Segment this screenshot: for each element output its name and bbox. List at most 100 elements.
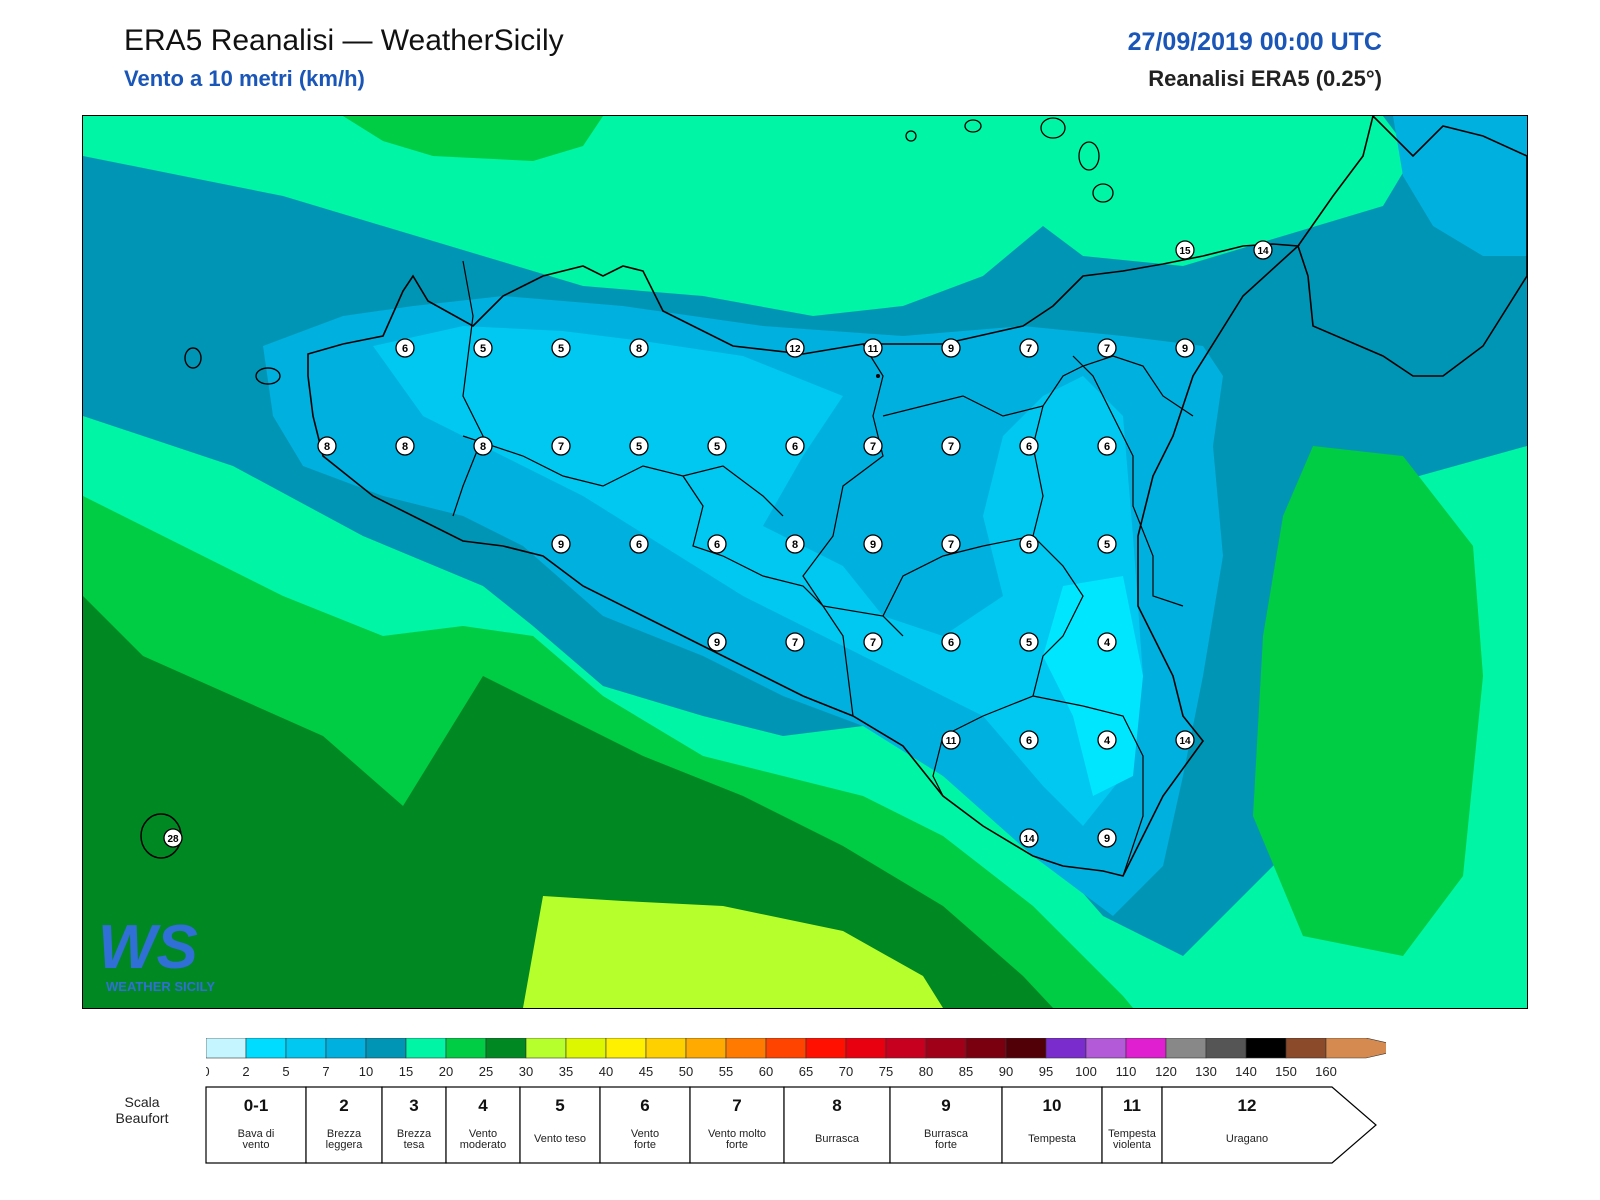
station-circle (1175, 240, 1195, 260)
station-marker: 7 (863, 436, 883, 456)
station-marker: 6 (629, 534, 649, 554)
station-circle (551, 534, 571, 554)
station-marker: 14 (1253, 240, 1273, 260)
station-marker: 5 (551, 338, 571, 358)
station-value: 8 (324, 441, 330, 453)
colorbar-cell (925, 1037, 967, 1059)
station-circle (941, 338, 961, 358)
station-value: 5 (480, 343, 486, 355)
station-marker: 7 (941, 534, 961, 554)
logo-name-text: WEATHER SICILY (106, 979, 215, 994)
province-boundary-2 (462, 435, 784, 517)
station-marker: 28 (163, 828, 183, 848)
colorbar-cell (405, 1037, 447, 1059)
station-circle (473, 436, 493, 456)
station-marker: 7 (1097, 338, 1117, 358)
station-circle (1019, 534, 1039, 554)
beaufort-desc: Vento molto (708, 1128, 766, 1140)
beaufort-desc: forte (726, 1139, 748, 1151)
station-marker: 9 (863, 534, 883, 554)
station-circle (473, 338, 493, 358)
station-marker: 11 (863, 338, 883, 358)
beaufort-desc: violenta (1113, 1139, 1152, 1151)
alicudi-island (905, 130, 917, 142)
station-circle (1097, 828, 1117, 848)
map-subtitle: Vento a 10 metri (km/h) (124, 66, 365, 91)
station-circle (863, 534, 883, 554)
beaufort-desc: Tempesta (1028, 1133, 1077, 1145)
province-boundary-4 (802, 343, 904, 637)
station-marker: 7 (863, 632, 883, 652)
beaufort-number: 2 (339, 1096, 348, 1115)
wind-band-15-20-north (83, 116, 1527, 316)
beaufort-desc: Brezza (327, 1128, 362, 1140)
station-value: 8 (636, 343, 642, 355)
colorbar-tick-label: 7 (322, 1064, 329, 1079)
station-circle (317, 436, 337, 456)
station-circle (941, 436, 961, 456)
logo-ws-text: WS (98, 913, 198, 982)
station-marker: 6 (707, 534, 727, 554)
colorbar-tick-label: 40 (599, 1064, 613, 1079)
station-value: 6 (714, 539, 720, 551)
station-value: 7 (1104, 343, 1110, 355)
colorbar-cell (845, 1037, 887, 1059)
station-marker: 5 (707, 436, 727, 456)
colorbar-tick-label: 100 (1075, 1064, 1097, 1079)
colorbar-tick-label: 15 (399, 1064, 413, 1079)
station-marker: 5 (629, 436, 649, 456)
station-circle (863, 632, 883, 652)
station-marker: 6 (1019, 436, 1039, 456)
station-circle (1019, 338, 1039, 358)
station-value: 7 (948, 441, 954, 453)
station-circle (1097, 338, 1117, 358)
station-circle (551, 338, 571, 358)
beaufort-title-line: Beaufort (116, 1110, 169, 1126)
colorbar-tick-label: 65 (799, 1064, 813, 1079)
station-marker: 6 (395, 338, 415, 358)
station-marker: 8 (629, 338, 649, 358)
colorbar-cell (245, 1037, 287, 1059)
beaufort-number: 8 (832, 1096, 841, 1115)
station-value: 6 (1026, 441, 1032, 453)
station-marker: 6 (941, 632, 961, 652)
station-value: 7 (870, 637, 876, 649)
station-marker: 7 (551, 436, 571, 456)
colorbar-tick-label: 80 (919, 1064, 933, 1079)
beaufort-desc: leggera (326, 1139, 364, 1151)
station-value: 11 (868, 344, 879, 355)
station-marker: 14 (1019, 828, 1039, 848)
colorbar-tick-label: 45 (639, 1064, 653, 1079)
colorbar-cell (605, 1037, 647, 1059)
station-circle (1097, 632, 1117, 652)
colorbar-cell (1205, 1037, 1247, 1059)
beaufort-desc: moderato (460, 1139, 506, 1151)
colorbar-tick-label: 140 (1235, 1064, 1257, 1079)
colorbar-tick-label: 30 (519, 1064, 533, 1079)
station-circle (785, 338, 805, 358)
station-circle (1097, 730, 1117, 750)
beaufort-cell: 5 Vento teso (519, 1086, 601, 1164)
colorbar-cell (1005, 1037, 1047, 1059)
station-marker: 7 (941, 436, 961, 456)
beaufort-desc: tesa (404, 1139, 426, 1151)
station-circle (1019, 436, 1039, 456)
station-marker: 9 (941, 338, 961, 358)
colorbar-cell (805, 1037, 847, 1059)
colorbar-cell (565, 1037, 607, 1059)
colorbar-tick-label: 90 (999, 1064, 1013, 1079)
favignana-island (255, 367, 281, 385)
beaufort-number: 9 (941, 1096, 950, 1115)
station-marker: 4 (1097, 730, 1117, 750)
station-circle (1019, 828, 1039, 848)
colorbar-tick-label: 110 (1116, 1064, 1137, 1079)
station-circle (1097, 534, 1117, 554)
station-value: 28 (167, 834, 179, 845)
filicudi-island (964, 119, 982, 133)
station-circle (1097, 436, 1117, 456)
